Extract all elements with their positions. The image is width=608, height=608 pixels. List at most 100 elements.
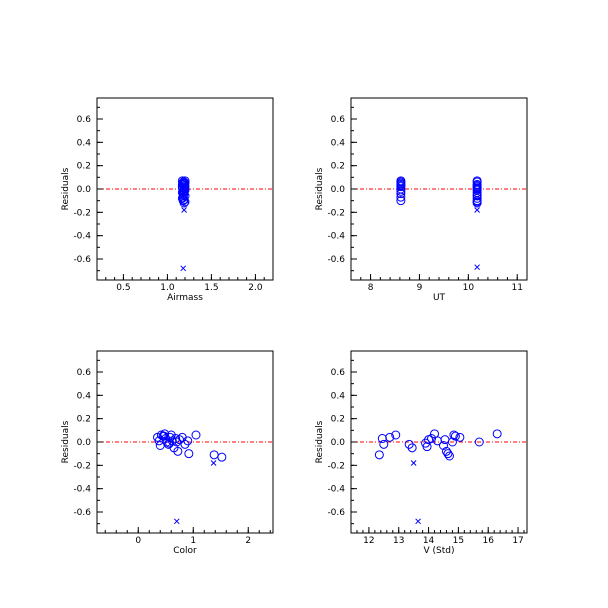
y-tick-label: 0.0 [77, 185, 92, 195]
data-point-circle [472, 191, 482, 201]
data-point-circle [443, 449, 453, 459]
x-tick-label: 11 [511, 283, 522, 293]
data-point-circle [427, 434, 437, 443]
x-axis-title: UT [433, 293, 446, 303]
data-point-circle [165, 438, 175, 448]
y-tick-label: 0.6 [77, 115, 92, 125]
y-axis-title: Residuals [61, 167, 71, 210]
x-tick-label: 8 [368, 283, 374, 293]
data-point-circle [438, 441, 448, 450]
data-point-circle [191, 430, 201, 440]
x-tick-label: 10 [463, 283, 475, 293]
chart-panel-1: 0.6 0.4 0.2 0.0 -0.2 -0.4 -0.6 0.5 1.0 1.5 2.0 Airm… [61, 97, 274, 303]
data-point-circle [379, 439, 389, 449]
x-tick-label: 1 [190, 536, 196, 546]
x-tick-label: 1.0 [160, 283, 175, 293]
y-tick-label: -0.4 [327, 232, 345, 242]
data-point-cross [474, 264, 480, 271]
x-tick-label: 9 [417, 283, 423, 293]
chart-panel-3: 0.6 0.4 0.2 0.0 -0.2 -0.4 -0.6 0 1 2 Color Residual… [61, 350, 274, 556]
y-tick-label: 0.0 [331, 438, 346, 448]
y-tick-label: -0.2 [327, 461, 345, 471]
data-point-circle [184, 449, 194, 459]
data-point-circle [180, 197, 190, 207]
data-point-circle [472, 198, 482, 208]
data-point-circle [391, 430, 401, 440]
data-point-circle [172, 437, 182, 447]
data-point-circle [472, 182, 482, 192]
data-point-circle [171, 434, 181, 443]
data-point-circle [396, 186, 406, 196]
data-point-circle [180, 176, 190, 186]
data-point-circle [396, 182, 406, 192]
y-tick-label: -0.4 [327, 485, 345, 495]
data-point-circle [455, 432, 465, 442]
y-tick-label: 0.2 [331, 415, 345, 425]
data-point-circle [178, 192, 188, 202]
x-tick-label: 1.5 [204, 283, 218, 293]
chart-panel-4: 0.6 0.4 0.2 0.0 -0.2 -0.4 -0.6 12 13 14 15 16 17 V (S… [315, 350, 528, 556]
data-point-cross [410, 460, 417, 466]
y-tick-label: 0.4 [77, 138, 92, 148]
y-tick-label: 0.4 [77, 391, 92, 401]
y-tick-label: -0.6 [73, 508, 91, 518]
x-tick-label: 17 [512, 536, 523, 546]
data-point-circle [396, 196, 406, 206]
data-point-circle [396, 192, 406, 202]
data-point-cross [181, 207, 187, 213]
x-tick-label: 0.5 [116, 283, 130, 293]
x-axis-title: Color [173, 546, 197, 556]
y-tick-label: 0.6 [331, 115, 346, 125]
data-point-cross [474, 207, 480, 213]
y-tick-label: -0.6 [327, 508, 345, 518]
data-point-circle [396, 189, 406, 199]
data-point-circle [440, 435, 450, 445]
data-point-circle [444, 451, 454, 461]
y-axis-title: Residuals [315, 420, 325, 463]
y-tick-label: -0.2 [73, 208, 91, 218]
data-point-cross [173, 518, 180, 525]
y-tick-label: -0.6 [73, 255, 91, 265]
x-axis-title: Airmass [167, 293, 203, 303]
data-point-circle [492, 429, 502, 439]
x-tick-label: 15 [453, 536, 464, 546]
y-tick-label: 0.6 [77, 368, 92, 378]
data-point-circle [183, 436, 193, 446]
data-point-circle [449, 430, 459, 440]
data-point-circle [177, 182, 187, 192]
y-tick-label: -0.4 [73, 485, 91, 495]
data-point-circle [155, 441, 165, 450]
y-tick-label: 0.0 [77, 438, 92, 448]
x-tick-label: 2.0 [248, 283, 263, 293]
data-point-circle [374, 450, 384, 460]
y-tick-label: 0.4 [331, 138, 346, 148]
x-tick-label: 14 [423, 536, 435, 546]
data-point-cross [180, 265, 187, 272]
data-point-circle [179, 198, 189, 208]
x-tick-label: 12 [363, 536, 374, 546]
y-tick-label: 0.4 [331, 391, 346, 401]
y-tick-label: 0.2 [77, 162, 91, 172]
y-axis-title: Residuals [315, 167, 325, 210]
y-tick-label: 0.2 [77, 415, 91, 425]
x-tick-label: 0 [135, 536, 141, 546]
data-point-circle [472, 193, 482, 203]
y-tick-label: -0.2 [73, 461, 91, 471]
data-point-circle [180, 191, 190, 201]
data-point-circle [407, 443, 417, 453]
data-point-circle [159, 431, 169, 441]
x-axis-title: V (Std) [424, 546, 455, 556]
y-tick-label: 0.2 [331, 162, 345, 172]
y-tick-label: -0.2 [327, 208, 345, 218]
x-tick-label: 16 [482, 536, 494, 546]
data-point-circle [441, 446, 451, 456]
data-point-circle [422, 442, 432, 452]
data-point-cross [210, 460, 217, 466]
y-tick-label: -0.4 [73, 232, 91, 242]
data-point-cross [415, 518, 421, 525]
y-axis-title: Residuals [61, 420, 71, 463]
y-tick-label: -0.6 [327, 255, 345, 265]
x-tick-label: 2 [245, 536, 251, 546]
